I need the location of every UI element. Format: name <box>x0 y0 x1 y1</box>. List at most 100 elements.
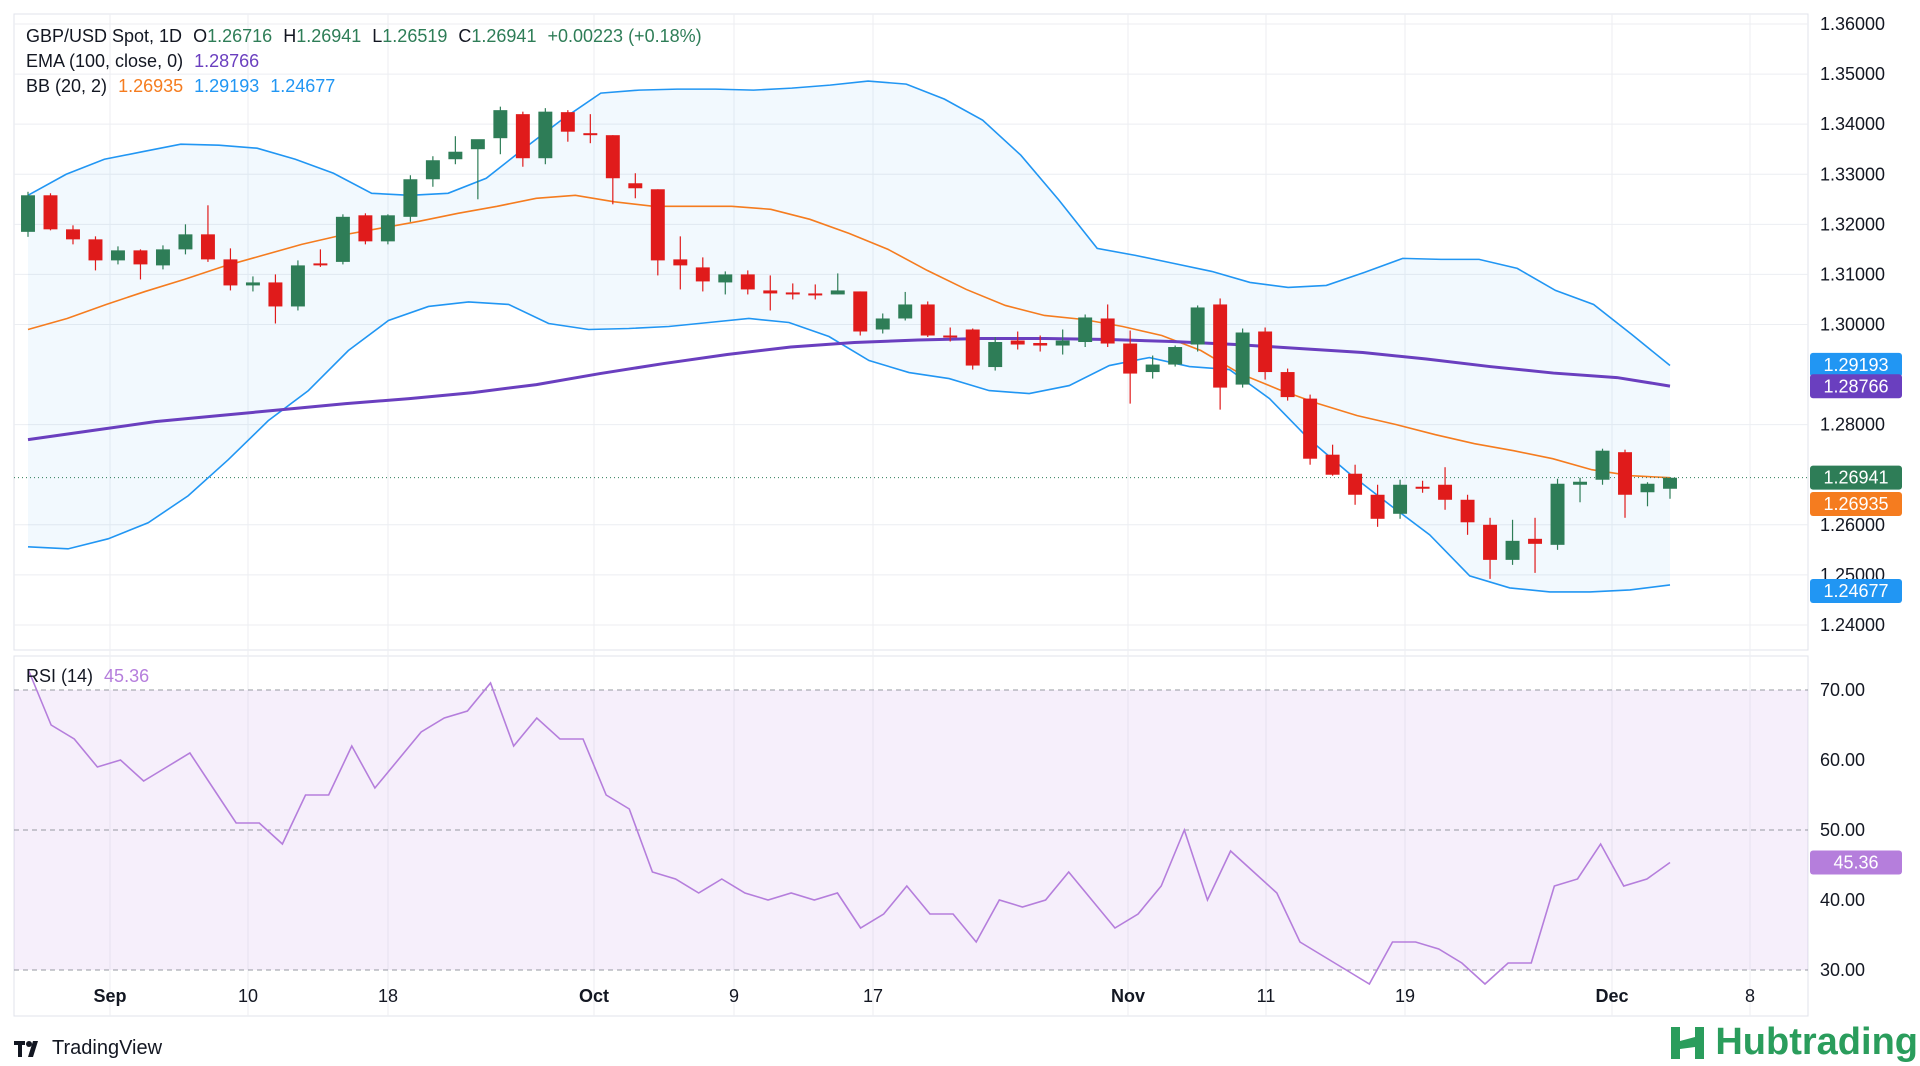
rsi-tick-label: 50.00 <box>1820 820 1865 840</box>
high-label: H <box>283 26 297 46</box>
price-label-box <box>1810 579 1902 604</box>
candle-body <box>1010 340 1025 345</box>
bb-lower-value: 1.24677 <box>270 76 336 96</box>
candle-body <box>560 112 575 132</box>
legend-ema: EMA (100, close, 0) 1.28766 <box>26 51 265 72</box>
candle-body <box>1280 372 1295 398</box>
candle-body <box>1528 538 1543 544</box>
rsi-tick-label: 30.00 <box>1820 960 1865 980</box>
price-label-text: 1.24677 <box>1823 581 1888 601</box>
candle-body <box>425 160 440 180</box>
price-label-text: 1.28766 <box>1823 376 1888 396</box>
candle-body <box>718 274 733 283</box>
candle-body <box>358 215 373 242</box>
candle-body <box>538 111 553 159</box>
open-label: O <box>193 26 208 46</box>
time-tick-label: 11 <box>1257 986 1276 1006</box>
candle-body <box>1123 343 1138 374</box>
candle-body <box>1033 343 1048 346</box>
legend-open: O1.26716 <box>193 26 272 46</box>
candle-body <box>178 234 193 250</box>
candle-body <box>380 215 395 242</box>
candle-body <box>1235 332 1250 385</box>
candle-body <box>853 291 868 332</box>
candle-body <box>1055 340 1070 346</box>
price-tick-label: 1.31000 <box>1820 264 1885 284</box>
hubtrading-logo[interactable]: Hubtrading <box>1669 1021 1918 1064</box>
time-tick-label: Dec <box>1595 986 1628 1006</box>
tradingview-brand: TradingView <box>52 1037 163 1059</box>
time-tick-label: Sep <box>93 986 126 1006</box>
candle-body <box>763 290 778 294</box>
candle-body <box>1393 484 1408 514</box>
price-tick-label: 1.33000 <box>1820 164 1885 184</box>
price-tick-label: 1.24000 <box>1820 615 1885 635</box>
bollinger-upper-line <box>27 80 1671 367</box>
price-tick-label: 1.28000 <box>1820 415 1885 435</box>
candle-body <box>448 151 463 160</box>
time-tick-label: 9 <box>729 986 739 1006</box>
candle-body <box>1663 477 1677 489</box>
legend-symbol: GBP/USD Spot, 1D <box>26 26 183 46</box>
candle-body <box>43 195 58 230</box>
candle-body <box>1303 398 1318 459</box>
rsi-value-box <box>1810 850 1902 875</box>
candle-body <box>1550 483 1565 545</box>
candle-body <box>88 239 103 261</box>
price-label-box <box>1810 374 1902 399</box>
price-tick-label: 1.36000 <box>1820 14 1885 34</box>
bb-upper-value: 1.29193 <box>194 76 260 96</box>
price-label-box <box>1810 491 1902 516</box>
candle-body <box>1168 347 1183 365</box>
rsi-pane <box>13 655 1809 1017</box>
legend-rsi: RSI (14) 45.36 <box>26 666 155 687</box>
candle-body <box>1460 499 1475 523</box>
candle-body <box>313 263 328 266</box>
candle-body <box>898 304 913 319</box>
hubtrading-icon <box>1671 1026 1705 1059</box>
candle-body <box>695 267 710 282</box>
high-value: 1.26941 <box>296 26 362 46</box>
candle-body <box>1325 454 1340 475</box>
candle-body <box>1483 524 1498 560</box>
time-tick-label: 8 <box>1745 986 1755 1006</box>
candle-body <box>1640 483 1655 493</box>
rsi-tick-label: 60.00 <box>1820 750 1865 770</box>
candle-body <box>155 249 170 266</box>
candle-body <box>1213 304 1228 388</box>
price-label-text: 1.29193 <box>1823 355 1888 375</box>
candle-body <box>515 114 530 159</box>
rsi-tick-label: 40.00 <box>1820 890 1865 910</box>
price-tick-label: 1.32000 <box>1820 214 1885 234</box>
candle-body <box>1348 473 1363 495</box>
candle-body <box>875 318 890 330</box>
candle-body <box>403 179 418 217</box>
candle-body <box>808 293 823 296</box>
candle-body <box>1145 364 1160 373</box>
candle-body <box>1370 494 1385 519</box>
price-label-box <box>1810 352 1902 377</box>
price-tick-label: 1.34000 <box>1820 114 1885 134</box>
low-value: 1.26519 <box>382 26 448 46</box>
legend-bb: BB (20, 2) 1.26935 1.29193 1.24677 <box>26 76 341 97</box>
candle-body <box>628 183 643 189</box>
candle-body <box>493 110 508 139</box>
candle-body <box>830 290 845 295</box>
candle-body <box>605 135 620 179</box>
candle-body <box>1595 450 1610 480</box>
time-tick-label: 10 <box>238 986 258 1006</box>
candle-body <box>223 259 238 286</box>
candle-body <box>1078 317 1093 343</box>
rsi-tick-label: 70.00 <box>1820 680 1865 700</box>
time-tick-label: 19 <box>1395 986 1415 1006</box>
tradingview-logo[interactable]: TradingView <box>14 1037 162 1060</box>
rsi-label: RSI (14) <box>26 666 94 686</box>
candle-body <box>245 282 260 286</box>
close-label: C <box>458 26 472 46</box>
candle-body <box>268 282 283 307</box>
price-label-text: 1.26941 <box>1823 468 1888 488</box>
close-value: 1.26941 <box>471 26 537 46</box>
legend-low: L1.26519 <box>372 26 447 46</box>
candle-body <box>1618 452 1632 495</box>
